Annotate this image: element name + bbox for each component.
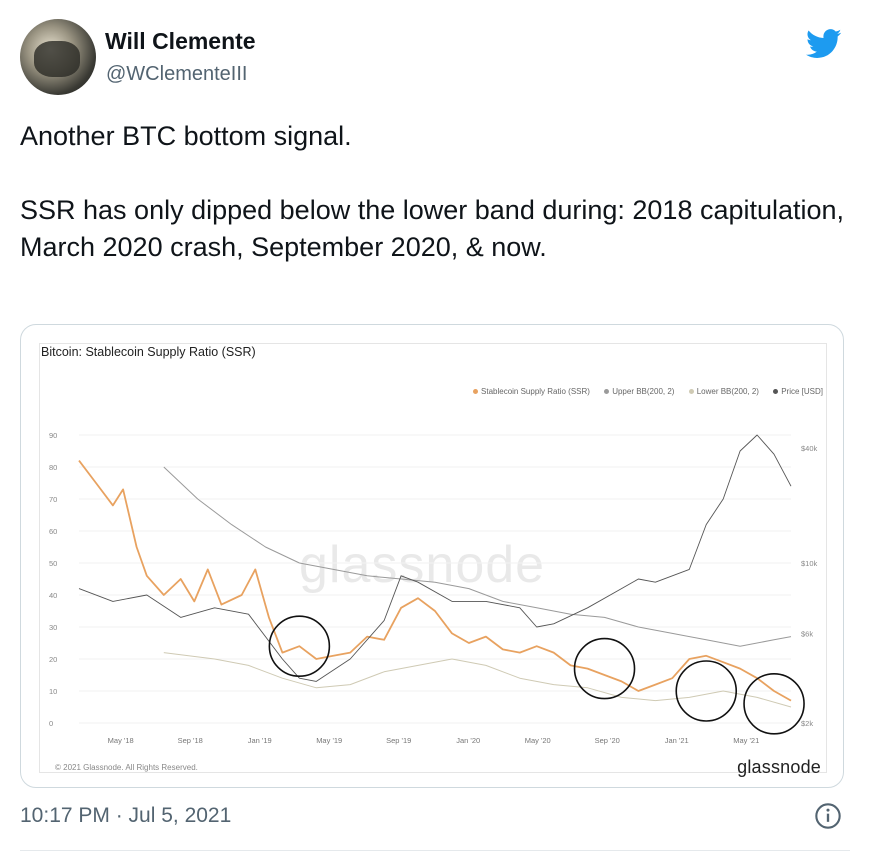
author-handle[interactable]: @WClementeIII [106, 63, 248, 85]
x-tick-label-7: Sep '20 [595, 736, 620, 745]
twitter-bird-icon[interactable] [806, 28, 842, 60]
x-tick-label-0: May '18 [108, 736, 134, 745]
ssr-line [78, 460, 792, 702]
legend-ssr: Stablecoin Supply Ratio (SSR) [473, 387, 590, 396]
tweet-timestamp[interactable]: 10:17 PM · Jul 5, 2021 [20, 804, 232, 827]
x-tick-label-3: May '19 [316, 736, 342, 745]
x-tick-label-8: Jan '21 [665, 736, 689, 745]
y-right-tick-label-0: $2k [801, 719, 813, 728]
highlight-circle-1 [573, 637, 636, 700]
author-name[interactable]: Will Clemente [105, 28, 256, 54]
upper-bb-line [163, 466, 792, 647]
avatar[interactable] [20, 19, 96, 95]
highlight-circle-2 [675, 660, 738, 722]
y-tick-label-1: 10 [49, 687, 57, 696]
x-tick-label-2: Jan '19 [248, 736, 272, 745]
tweet-text: Another BTC bottom signal. SSR has only … [20, 118, 850, 266]
chart-legend: Stablecoin Supply Ratio (SSR) Upper BB(2… [461, 387, 823, 396]
legend-price-swatch [773, 389, 779, 395]
y-right-tick-label-2: $10k [801, 559, 818, 568]
legend-upper-swatch [604, 389, 610, 395]
tweet-text-line-2: SSR has only dipped below the lower band… [20, 195, 845, 262]
y-tick-label-6: 60 [49, 527, 57, 536]
tweet-text-line-1: Another BTC bottom signal. [20, 121, 352, 151]
chart-title: Bitcoin: Stablecoin Supply Ratio (SSR) [41, 345, 256, 359]
chart-frame [39, 343, 827, 773]
legend-price: Price [USD] [773, 387, 823, 396]
legend-lower: Lower BB(200, 2) [688, 387, 759, 396]
legend-ssr-swatch [473, 389, 479, 395]
y-right-tick-label-3: $40k [801, 444, 818, 453]
legend-price-label: Price [USD] [781, 387, 823, 396]
y-tick-label-8: 80 [49, 463, 57, 472]
x-tick-label-5: Jan '20 [456, 736, 480, 745]
x-tick-label-9: May '21 [733, 736, 759, 745]
y-tick-label-5: 50 [49, 559, 57, 568]
y-tick-label-7: 70 [49, 495, 57, 504]
y-tick-label-2: 20 [49, 655, 57, 664]
lower-bb-line [163, 652, 792, 708]
info-icon[interactable] [814, 802, 842, 830]
highlight-circle-3 [743, 672, 805, 735]
chart-card[interactable]: Bitcoin: Stablecoin Supply Ratio (SSR) S… [20, 324, 844, 788]
legend-lower-swatch [688, 389, 694, 395]
legend-upper: Upper BB(200, 2) [604, 387, 674, 396]
x-tick-label-4: Sep '19 [386, 736, 411, 745]
y-right-tick-label-1: $6k [801, 629, 813, 638]
chart-plot: 0 10 20 30 40 50 60 70 80 90 $2k $6k $10k $40k May '18… [49, 431, 818, 745]
legend-upper-label: Upper BB(200, 2) [612, 387, 675, 396]
legend-ssr-label: Stablecoin Supply Ratio (SSR) [481, 387, 590, 396]
y-tick-label-4: 40 [49, 591, 57, 600]
chart-brand: glassnode [737, 757, 821, 777]
x-tick-label-6: May '20 [525, 736, 551, 745]
highlight-circle-0 [268, 615, 331, 678]
legend-lower-label: Lower BB(200, 2) [696, 387, 759, 396]
y-tick-label-9: 90 [49, 431, 57, 440]
y-tick-label-3: 30 [49, 623, 57, 632]
divider [20, 850, 850, 851]
y-tick-label-0: 0 [49, 719, 53, 728]
x-tick-label-1: Sep '18 [178, 736, 203, 745]
chart-copyright: © 2021 Glassnode. All Rights Reserved. [55, 763, 198, 772]
price-line [78, 434, 792, 682]
